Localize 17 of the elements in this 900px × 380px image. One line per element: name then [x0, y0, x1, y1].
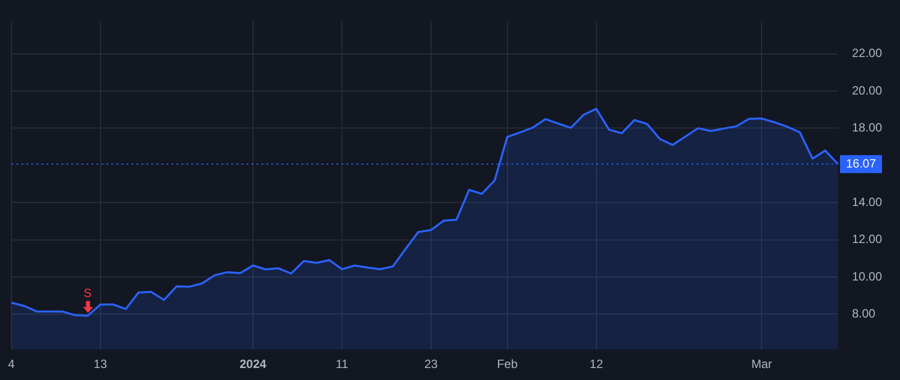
y-tick-label: 10.00	[852, 269, 882, 284]
y-tick-label: 22.00	[852, 46, 882, 60]
y-tick-label: 12.00	[852, 232, 882, 246]
x-tick-label: Feb	[496, 357, 518, 372]
x-tick-label: 2024	[240, 357, 267, 372]
annotation: S	[84, 286, 92, 300]
ref-line-label: 16.07	[846, 156, 876, 170]
y-tick-label: 20.00	[852, 83, 882, 98]
x-tick-label: 23	[424, 357, 438, 372]
x-tick-label: 4	[8, 357, 15, 372]
y-tick-label: 18.00	[852, 120, 882, 134]
y-tick-label: 8.00	[852, 306, 876, 321]
y-tick-label: 14.00	[852, 194, 882, 209]
x-tick-label: 13	[94, 357, 108, 372]
x-tick-label: 11	[336, 357, 349, 372]
x-tick-label: Mar	[751, 357, 772, 372]
x-tick-label: 12	[590, 357, 604, 372]
